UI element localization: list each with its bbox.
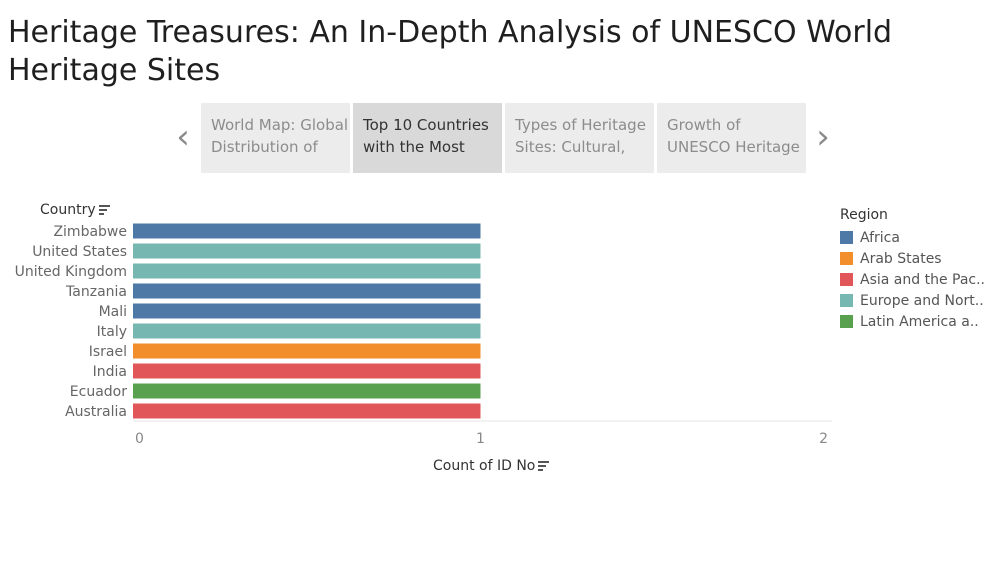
x-axis-header[interactable]: Count of ID No (433, 458, 550, 474)
legend-swatch (840, 273, 853, 286)
tab-top-10-countries[interactable]: Top 10 Countries with the Most (353, 103, 502, 173)
legend-item[interactable]: Latin America a.. (840, 311, 1000, 332)
legend-label: Europe and Nort.. (860, 292, 984, 309)
legend-swatch (840, 294, 853, 307)
y-tick-label: Italy (97, 324, 127, 340)
bar[interactable] (133, 403, 481, 419)
y-tick-label: Tanzania (65, 284, 127, 300)
sort-icon[interactable] (538, 461, 550, 471)
page-title: Heritage Treasures: An In-Depth Analysis… (8, 15, 893, 88)
legend-title: Region (840, 207, 888, 223)
x-tick-label: 0 (135, 431, 144, 447)
bar[interactable] (133, 243, 481, 259)
legend-item[interactable]: Europe and Nort.. (840, 290, 1000, 311)
legend-label: Latin America a.. (860, 313, 979, 330)
bar[interactable] (133, 263, 481, 279)
legend-label: Arab States (860, 250, 942, 267)
x-tick-label: 1 (476, 431, 485, 447)
bar[interactable] (133, 343, 481, 359)
y-axis-title: Country (40, 202, 96, 218)
y-axis-header[interactable]: Country (40, 202, 110, 218)
legend-item[interactable]: Asia and the Pac.. (840, 269, 1000, 290)
legend-label: Africa (860, 229, 900, 246)
legend-item[interactable]: Arab States (840, 248, 1000, 269)
chevron-left-icon[interactable]: ‹ (176, 117, 190, 157)
tab-world-map[interactable]: World Map: Global Distribution of (201, 103, 350, 173)
x-axis-title: Count of ID No (433, 458, 536, 474)
y-tick-label: Zimbabwe (53, 224, 127, 240)
bar[interactable] (133, 283, 481, 299)
y-tick-label: Australia (65, 404, 127, 420)
sort-icon[interactable] (98, 205, 110, 215)
bar[interactable] (133, 363, 481, 379)
y-tick-label: Ecuador (70, 384, 127, 400)
y-tick-label: United States (32, 244, 127, 260)
bar[interactable] (133, 223, 481, 239)
tab-types-of-sites[interactable]: Types of Heritage Sites: Cultural, (505, 103, 654, 173)
legend: Region Africa Arab States Asia and the Pac… (840, 207, 1000, 332)
legend-swatch (840, 315, 853, 328)
bar[interactable] (133, 303, 481, 319)
legend-swatch (840, 252, 853, 265)
y-tick-label: Mali (99, 304, 127, 320)
y-tick-label: United Kingdom (15, 264, 127, 280)
chevron-right-icon[interactable]: › (816, 117, 830, 157)
bar[interactable] (133, 383, 481, 399)
y-tick-label: Israel (89, 344, 127, 360)
tab-growth[interactable]: Growth of UNESCO Heritage (657, 103, 806, 173)
y-tick-label: India (93, 364, 127, 380)
legend-swatch (840, 231, 853, 244)
story-tabs: World Map: Global Distribution of Top 10… (201, 103, 806, 173)
x-tick-label: 2 (819, 431, 828, 447)
legend-label: Asia and the Pac.. (860, 271, 985, 288)
bar[interactable] (133, 323, 481, 339)
legend-item[interactable]: Africa (840, 227, 1000, 248)
